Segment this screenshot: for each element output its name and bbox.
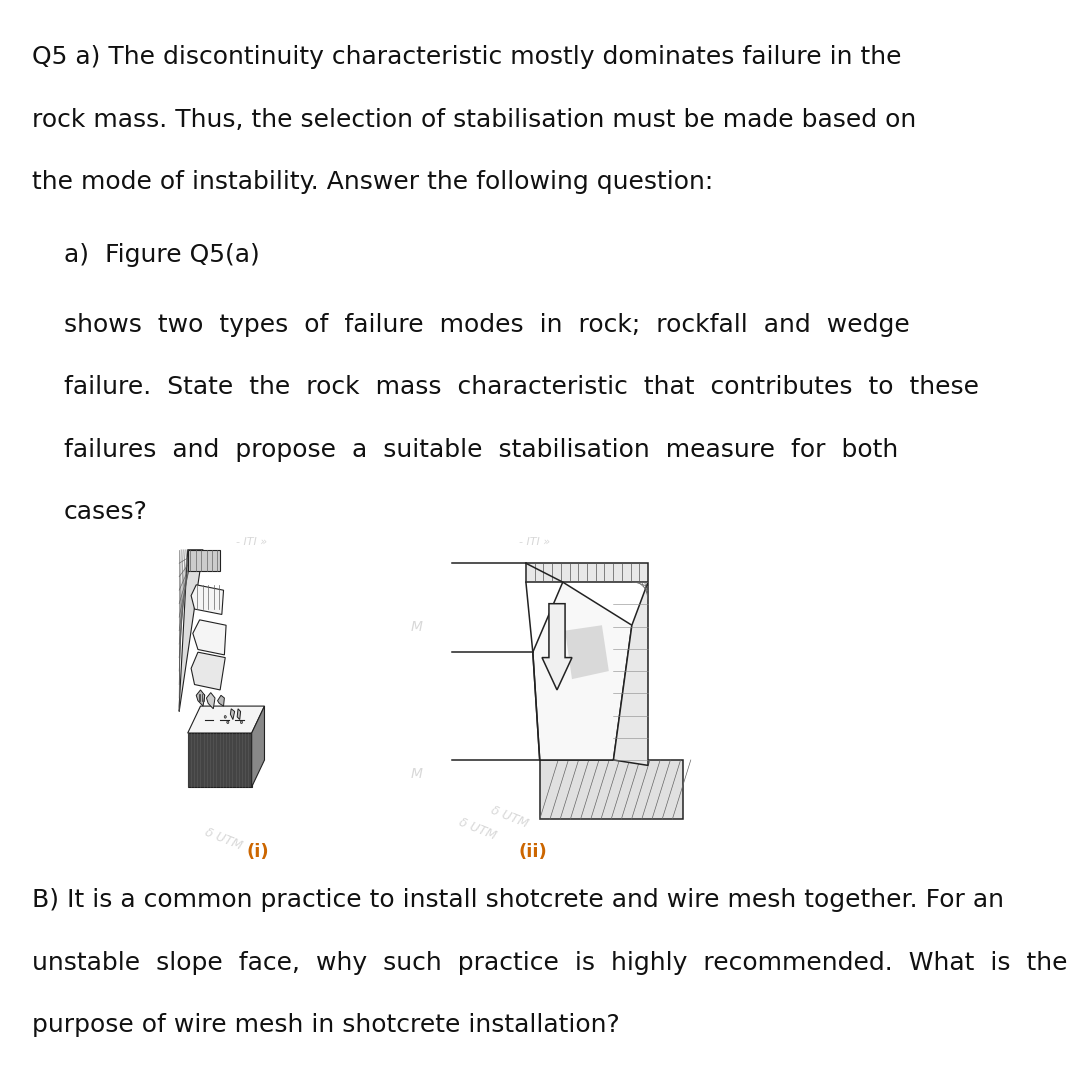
Text: - ITI »: - ITI » (236, 537, 267, 548)
Text: Q5 a) The discontinuity characteristic mostly dominates failure in the: Q5 a) The discontinuity characteristic m… (32, 45, 902, 69)
Polygon shape (217, 695, 224, 706)
Text: unstable  slope  face,  why  such  practice  is  highly  recommended.  What  is : unstable slope face, why such practice i… (32, 951, 1068, 975)
Polygon shape (187, 706, 264, 733)
Polygon shape (532, 582, 632, 760)
Text: - ITI »: - ITI » (519, 537, 551, 548)
Polygon shape (613, 582, 648, 765)
Text: (i): (i) (247, 843, 269, 861)
Text: δ UTM: δ UTM (458, 816, 499, 842)
Text: purpose of wire mesh in shotcrete installation?: purpose of wire mesh in shotcrete instal… (32, 1013, 620, 1037)
Polygon shape (252, 706, 264, 787)
Polygon shape (193, 620, 226, 655)
Text: failures  and  propose  a  suitable  stabilisation  measure  for  both: failures and propose a suitable stabilis… (64, 438, 898, 461)
Circle shape (227, 721, 228, 723)
Text: shows  two  types  of  failure  modes  in  rock;  rockfall  and  wedge: shows two types of failure modes in rock… (64, 313, 910, 336)
Polygon shape (237, 709, 240, 720)
Text: rock mass. Thus, the selection of stabilisation must be made based on: rock mass. Thus, the selection of stabil… (32, 108, 916, 132)
Polygon shape (187, 550, 220, 571)
Text: failure.  State  the  rock  mass  characteristic  that  contributes  to  these: failure. State the rock mass characteris… (64, 375, 979, 399)
Polygon shape (565, 625, 609, 679)
Polygon shape (207, 693, 215, 709)
Polygon shape (540, 760, 683, 819)
Circle shape (224, 716, 226, 718)
Text: (ii): (ii) (518, 843, 546, 861)
Polygon shape (192, 652, 225, 690)
Text: δ UTM: δ UTM (203, 826, 245, 852)
Polygon shape (187, 733, 252, 787)
Text: δ UTM: δ UTM (489, 804, 530, 830)
Text: cases?: cases? (64, 500, 148, 524)
Text: a)  Figure Q5(a): a) Figure Q5(a) (64, 243, 260, 266)
Circle shape (240, 721, 242, 723)
Polygon shape (526, 563, 648, 582)
Text: M: M (410, 621, 422, 634)
Text: B) It is a common practice to install shotcrete and wire mesh together. For an: B) It is a common practice to install sh… (32, 888, 1004, 912)
Polygon shape (196, 690, 204, 706)
Polygon shape (542, 604, 572, 690)
Text: the mode of instability. Answer the following question:: the mode of instability. Answer the foll… (32, 170, 714, 194)
Polygon shape (230, 709, 235, 720)
Polygon shape (180, 550, 203, 711)
Polygon shape (192, 584, 224, 614)
Text: M: M (410, 768, 422, 780)
